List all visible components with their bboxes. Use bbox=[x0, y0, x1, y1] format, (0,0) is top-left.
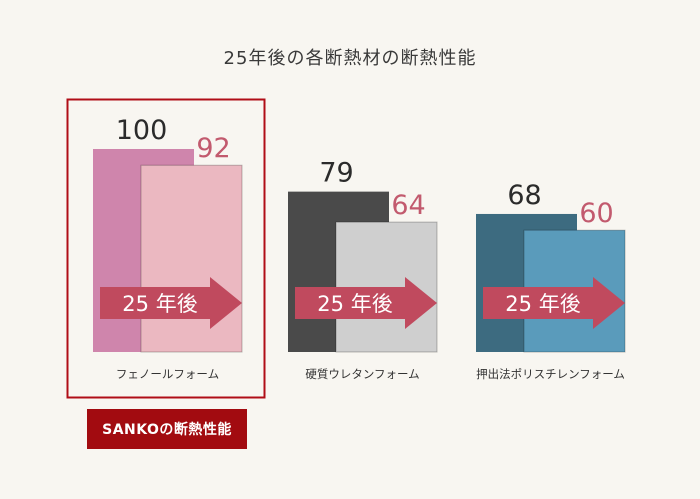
category-label-2: 硬質ウレタンフォーム bbox=[305, 367, 419, 381]
value-label-initial-1: 100 bbox=[116, 115, 168, 146]
arrow-label-2: 25 年後 bbox=[317, 292, 392, 316]
arrow-label-3: 25 年後 bbox=[505, 292, 580, 316]
arrow-shape-2 bbox=[295, 277, 437, 329]
arrow-label-1: 25 年後 bbox=[122, 292, 197, 316]
value-label-initial-3: 68 bbox=[507, 180, 541, 211]
category-label-1: フェノールフォーム bbox=[116, 367, 219, 381]
category-label-3: 押出法ポリスチレンフォーム bbox=[476, 367, 625, 381]
highlight-frame bbox=[66, 98, 266, 399]
chart-title: 25年後の各断熱材の断熱性能 bbox=[223, 48, 477, 69]
bar-after-1 bbox=[140, 164, 243, 353]
value-label-after-1: 92 bbox=[196, 133, 230, 164]
value-label-after-3: 60 bbox=[579, 198, 613, 229]
arrow-shape-3 bbox=[483, 277, 625, 329]
arrow-shape-1 bbox=[100, 277, 242, 329]
sanko-badge: SANKOの断熱性能 bbox=[87, 409, 247, 449]
value-label-after-2: 64 bbox=[391, 190, 425, 221]
value-label-initial-2: 79 bbox=[319, 158, 353, 189]
